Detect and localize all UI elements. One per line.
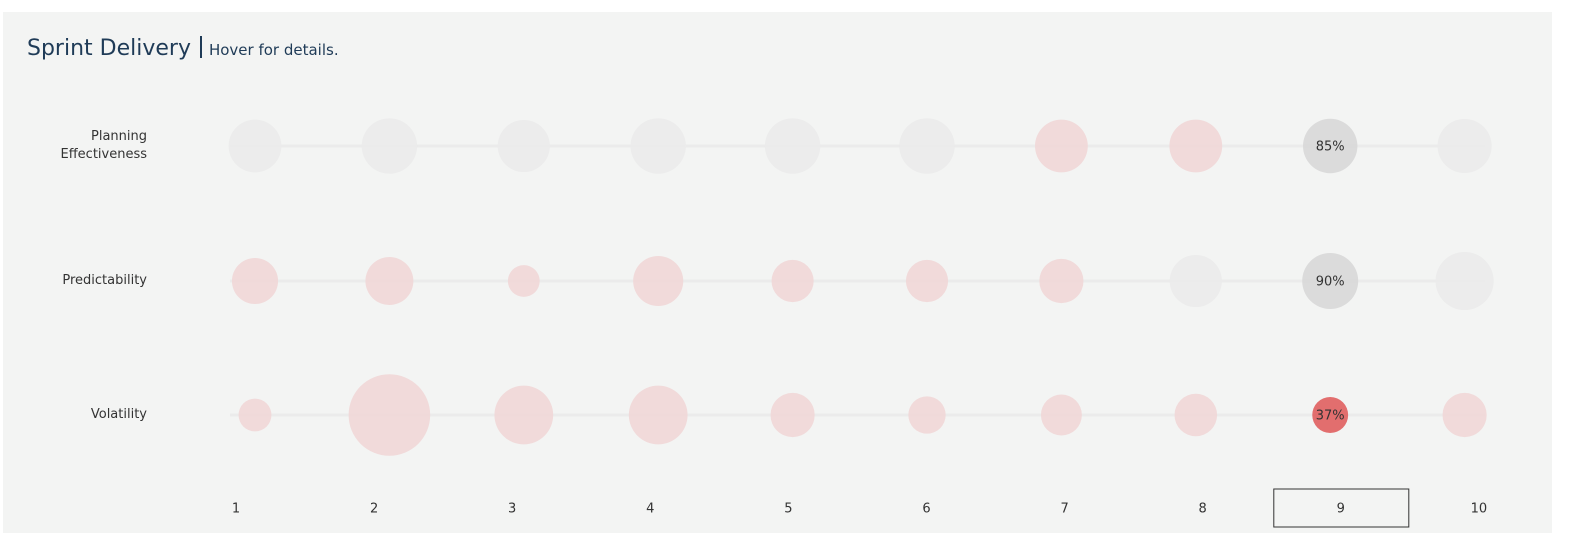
chart-subtitle: Hover for details. <box>208 41 339 59</box>
bubble <box>361 118 418 174</box>
x-tick-label: 8 <box>1199 502 1207 517</box>
bubble <box>630 118 686 174</box>
x-tick-label: 3 <box>508 502 516 517</box>
bubble <box>231 257 279 305</box>
bubble <box>770 392 815 438</box>
bubble <box>905 259 949 303</box>
x-tick-label: 9 <box>1337 502 1345 517</box>
data-label: 90% <box>1316 275 1345 290</box>
bubble <box>1174 393 1218 437</box>
bubble <box>628 385 688 445</box>
bubble <box>1435 251 1494 311</box>
bubble <box>633 255 684 307</box>
x-tick-label: 4 <box>646 502 654 517</box>
bubble <box>1437 118 1492 174</box>
bubble <box>365 257 414 305</box>
selection-box <box>1273 488 1410 528</box>
bubble <box>228 119 282 173</box>
row-label: Planning Effectiveness <box>60 129 148 162</box>
bubble <box>1303 118 1358 174</box>
bubble <box>1312 397 1349 433</box>
bubble <box>497 119 550 173</box>
bubble <box>1169 119 1223 173</box>
data-label: 85% <box>1316 140 1345 155</box>
bubble <box>1442 392 1487 438</box>
bubble <box>1039 258 1084 304</box>
bubble <box>771 259 814 303</box>
row-label: Predictability <box>62 273 147 288</box>
bubble <box>1035 119 1088 173</box>
bubble <box>507 265 540 297</box>
bubble <box>1302 253 1359 309</box>
x-tick-label: 5 <box>784 502 792 517</box>
x-tick-label: 1 <box>232 502 240 517</box>
title-block: Sprint Delivery Hover for details. <box>27 36 339 61</box>
x-tick-label: 7 <box>1060 502 1068 517</box>
chart-title: Sprint Delivery <box>27 36 191 61</box>
data-label: 37% <box>1316 409 1345 424</box>
separator <box>199 36 202 58</box>
row-label: Volatility <box>90 407 147 422</box>
bubble <box>1169 254 1222 308</box>
bubble <box>494 385 554 445</box>
bubble <box>238 398 272 432</box>
bubble <box>908 396 946 434</box>
x-tick-label: 10 <box>1471 502 1488 517</box>
bubble <box>764 118 821 174</box>
bubble <box>348 374 431 456</box>
bubble <box>899 118 955 174</box>
x-tick-label: 2 <box>370 502 378 517</box>
x-tick-label: 6 <box>922 502 930 517</box>
bubble <box>1040 394 1082 436</box>
